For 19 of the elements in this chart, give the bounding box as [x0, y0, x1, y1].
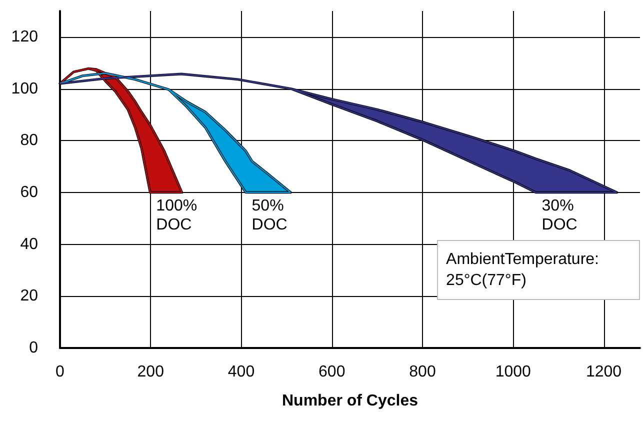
series-label: 100% DOC	[156, 197, 198, 234]
y-tick-label: 60	[20, 184, 38, 201]
y-tick-label: 120	[11, 28, 38, 46]
annotation: AmbientTemperature: 25°C(77°F)	[446, 251, 600, 289]
y-tick-label: 20	[20, 288, 38, 305]
x-axis-title: Number of Cycles	[282, 392, 418, 410]
x-tick-label: 600	[318, 364, 346, 380]
x-tick-label: 400	[228, 364, 255, 380]
y-tick-label: 40	[20, 236, 38, 253]
x-tick-label: 1000	[495, 364, 532, 380]
y-tick-label: 100	[11, 80, 38, 98]
x-tick-label: 0	[56, 364, 65, 380]
x-tick-label: 1200	[586, 364, 622, 380]
series-label: 50% DOC	[252, 197, 288, 234]
series-label: 30% DOC	[542, 197, 578, 234]
y-tick-label: 0	[29, 340, 38, 356]
x-tick-label: 200	[137, 364, 164, 380]
y-tick-label: 80	[20, 132, 38, 150]
x-tick-label: 800	[409, 364, 436, 380]
